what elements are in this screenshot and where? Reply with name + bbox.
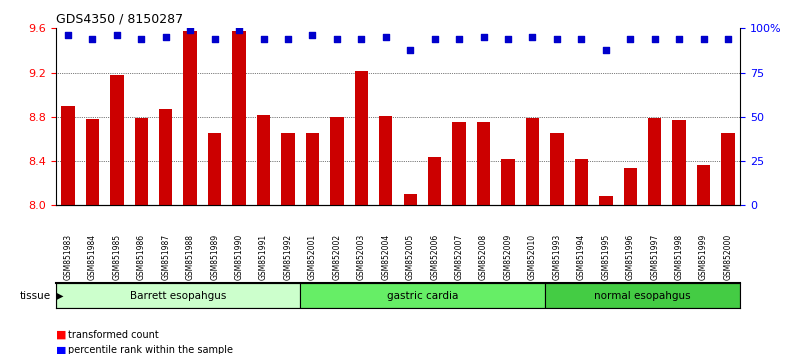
Bar [232,30,246,205]
Text: GSM851993: GSM851993 [552,233,561,280]
Bar [159,109,173,205]
Text: ■: ■ [56,330,66,339]
Point [86,36,99,42]
Bar [544,283,740,308]
Text: GSM852003: GSM852003 [357,233,366,280]
Text: GSM852005: GSM852005 [406,233,415,280]
Text: GSM851996: GSM851996 [626,233,634,280]
Point [184,27,197,33]
Text: GSM851988: GSM851988 [185,234,195,280]
Bar [300,283,544,308]
Bar [501,159,515,205]
Text: GSM851992: GSM851992 [283,234,292,280]
Text: percentile rank within the sample: percentile rank within the sample [68,346,232,354]
Bar [354,72,368,205]
Point [355,36,368,42]
Point [551,36,564,42]
Text: normal esopahgus: normal esopahgus [594,291,691,301]
Text: transformed count: transformed count [68,330,158,339]
Text: GDS4350 / 8150287: GDS4350 / 8150287 [56,13,183,26]
Text: GSM852004: GSM852004 [381,233,390,280]
Text: GSM851991: GSM851991 [259,234,268,280]
Point [501,36,514,42]
Bar [56,283,300,308]
Point [697,36,710,42]
Bar [673,120,686,205]
Text: GSM852009: GSM852009 [504,233,513,280]
Bar [721,133,735,205]
Text: gastric cardia: gastric cardia [387,291,458,301]
Point [477,34,490,40]
Bar [428,157,442,205]
Bar [525,118,539,205]
Text: GSM851998: GSM851998 [675,234,684,280]
Bar [257,115,271,205]
Bar [550,133,564,205]
Bar [452,122,466,205]
Bar [623,168,637,205]
Point [722,36,735,42]
Bar [306,133,319,205]
Text: GSM851990: GSM851990 [235,233,244,280]
Bar [183,30,197,205]
Bar [110,75,123,205]
Text: GSM851987: GSM851987 [162,234,170,280]
Point [428,36,441,42]
Text: GSM852006: GSM852006 [430,233,439,280]
Point [61,33,74,38]
Bar [135,118,148,205]
Bar [696,166,710,205]
Bar [379,116,392,205]
Text: GSM852001: GSM852001 [308,234,317,280]
Bar [404,194,417,205]
Point [159,34,172,40]
Point [257,36,270,42]
Text: ■: ■ [56,346,66,354]
Point [282,36,295,42]
Bar [281,133,295,205]
Bar [648,118,661,205]
Text: GSM851989: GSM851989 [210,234,219,280]
Point [380,34,392,40]
Point [306,33,318,38]
Point [111,33,123,38]
Point [330,36,343,42]
Bar [61,106,75,205]
Point [526,34,539,40]
Bar [599,196,613,205]
Text: GSM852010: GSM852010 [528,234,537,280]
Text: GSM851985: GSM851985 [112,234,121,280]
Point [624,36,637,42]
Text: tissue: tissue [20,291,51,301]
Text: GSM851984: GSM851984 [88,234,97,280]
Text: GSM851997: GSM851997 [650,233,659,280]
Point [673,36,685,42]
Point [599,47,612,52]
Point [209,36,221,42]
Point [453,36,466,42]
Text: GSM851994: GSM851994 [577,233,586,280]
Point [575,36,587,42]
Bar [330,117,344,205]
Point [648,36,661,42]
Point [135,36,148,42]
Text: Barrett esopahgus: Barrett esopahgus [130,291,226,301]
Text: GSM852000: GSM852000 [724,233,732,280]
Bar [208,133,221,205]
Point [232,27,245,33]
Text: GSM851983: GSM851983 [64,234,72,280]
Bar [575,159,588,205]
Point [404,47,416,52]
Text: GSM851995: GSM851995 [601,233,611,280]
Text: ▶: ▶ [56,291,63,301]
Bar [86,119,100,205]
Text: GSM852002: GSM852002 [333,234,341,280]
Text: GSM852007: GSM852007 [455,233,463,280]
Bar [477,122,490,205]
Text: GSM851986: GSM851986 [137,234,146,280]
Text: GSM851999: GSM851999 [699,233,708,280]
Text: GSM852008: GSM852008 [479,234,488,280]
